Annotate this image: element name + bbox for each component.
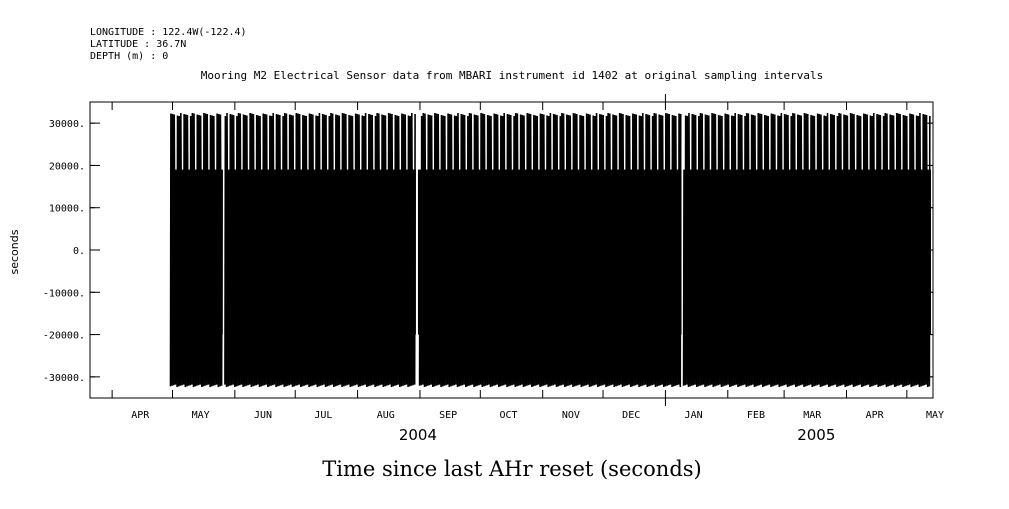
x-month-label: OCT [499,410,517,421]
x-month-label: JAN [685,410,703,421]
x-month-label: DEC [622,410,640,421]
y-axis-label: seconds [8,229,21,274]
x-month-label: NOV [562,410,580,421]
x-month-label: SEP [439,410,457,421]
y-tick-label: -10000. [43,288,85,299]
data-series-band [170,169,223,335]
x-year-label: 2005 [797,426,835,444]
x-axis-label: Time since last AHr reset (seconds) [322,457,701,481]
data-series-band [224,169,416,335]
x-month-label: APR [131,410,150,421]
y-tick-label: 30000. [49,119,85,130]
latitude-label: LATITUDE : 36.7N [90,39,186,50]
longitude-label: LONGITUDE : 122.4W(-122.4) [90,27,247,38]
depth-label: DEPTH (m) : 0 [90,51,168,62]
x-month-label: AUG [377,410,395,421]
y-tick-label: -20000. [43,331,85,342]
x-month-label: MAY [926,410,944,421]
y-tick-label: 10000. [49,204,85,215]
x-month-label: JUL [314,410,332,421]
data-series-band [417,169,682,335]
x-month-label: FEB [747,410,765,421]
x-month-label: MAY [192,410,210,421]
plot-area: 30000. 20000. 10000. 0. -10000. -20000. -30000… [43,94,944,444]
y-tick-label: 20000. [49,161,85,172]
y-tick-label: -30000. [43,373,85,384]
x-month-label: APR [866,410,885,421]
data-series-band [683,169,931,335]
chart-title: Mooring M2 Electrical Sensor data from M… [201,69,824,82]
x-month-label: JUN [254,410,272,421]
y-tick-label: 0. [73,246,85,257]
x-year-label: 2004 [399,426,437,444]
x-month-label: MAR [803,410,822,421]
